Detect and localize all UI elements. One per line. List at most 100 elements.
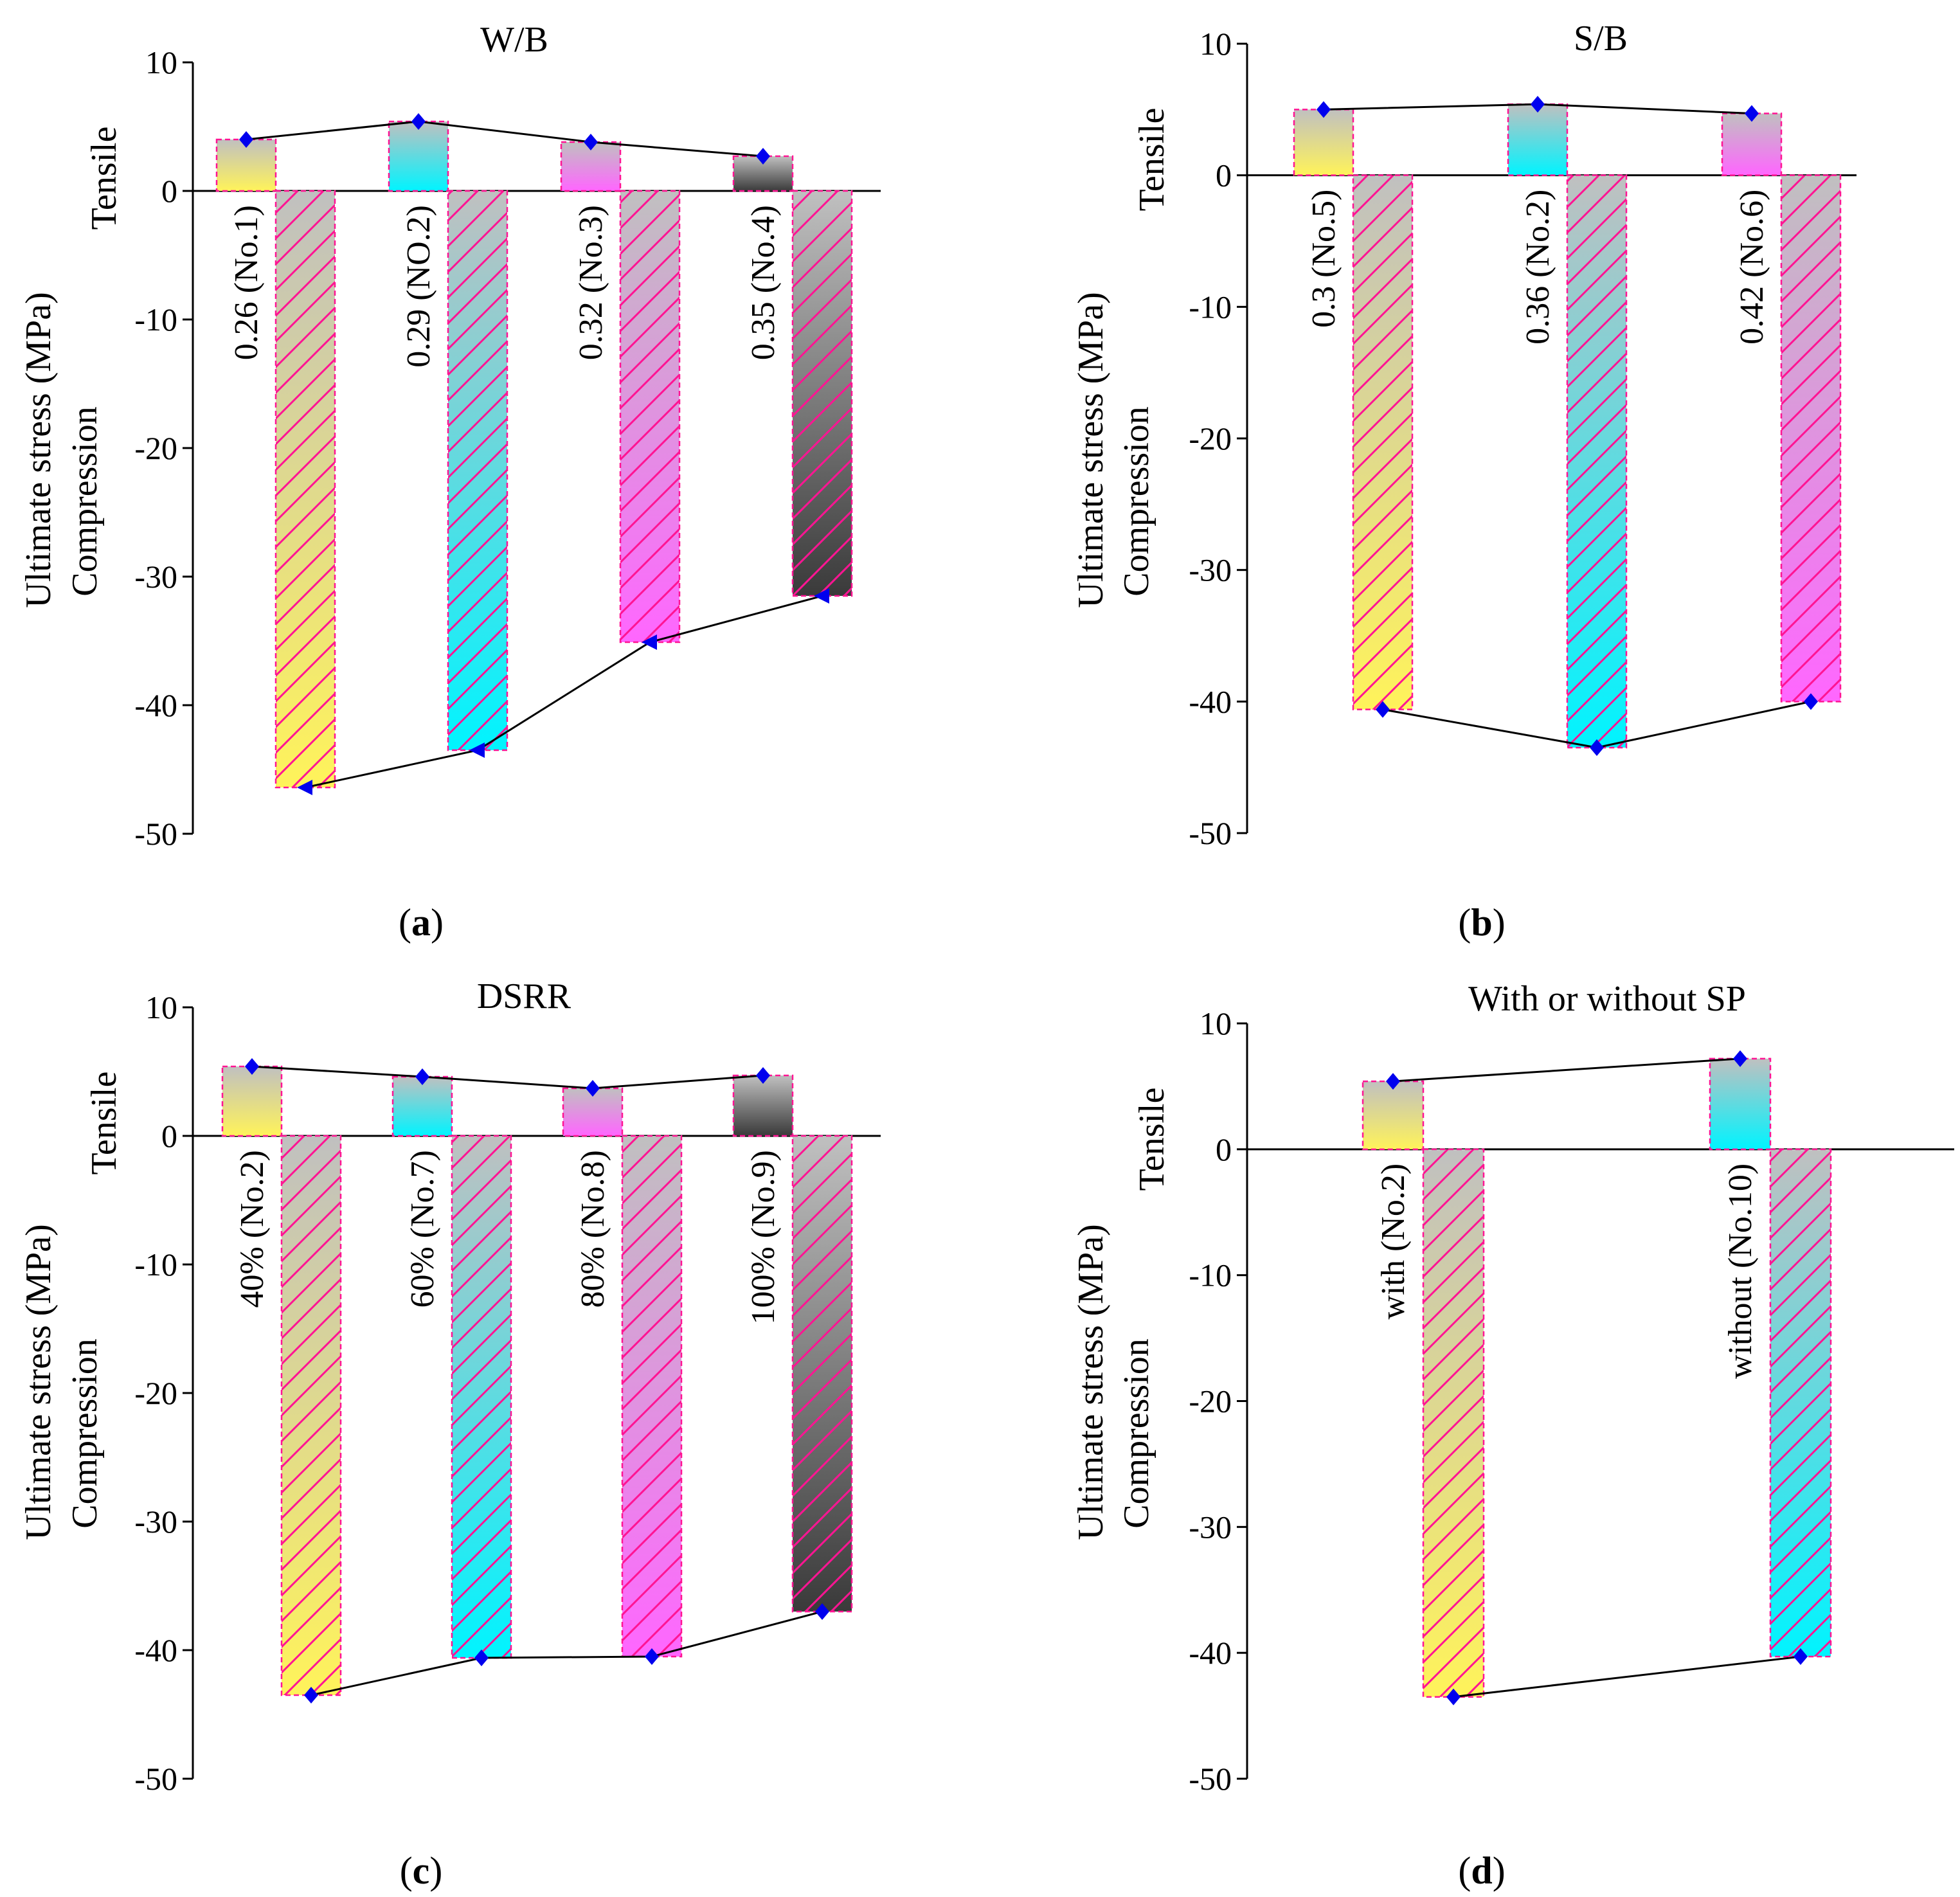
category-label: 40% (No.2) xyxy=(234,1150,271,1308)
category-label: 80% (No.8) xyxy=(575,1150,611,1308)
y-tick-label: -20 xyxy=(1189,1383,1232,1419)
y-axis-label: Ultimate stress (MPa) xyxy=(1071,1224,1111,1540)
tensile-marker xyxy=(1733,1050,1747,1067)
compression-marker xyxy=(1590,739,1604,756)
y-tick-label: -30 xyxy=(134,559,177,595)
tensile-marker xyxy=(411,113,426,130)
panel-title: S/B xyxy=(1574,19,1628,58)
y-tick-label: -40 xyxy=(134,687,177,723)
y-tick-label: 10 xyxy=(145,44,177,80)
compression-marker xyxy=(1376,701,1390,718)
panel-label: (a) xyxy=(399,901,444,944)
y-tick-label: 0 xyxy=(161,173,177,209)
tensile-marker xyxy=(245,1058,259,1075)
panel-label: (d) xyxy=(1458,1849,1505,1892)
compression-bar-hatch xyxy=(276,191,335,787)
tensile-marker xyxy=(1386,1073,1400,1090)
compression-line xyxy=(1453,1655,1801,1698)
tensile-marker xyxy=(756,1067,770,1084)
panel-title: With or without SP xyxy=(1468,979,1746,1019)
category-label: 0.35 (No.4) xyxy=(745,205,782,360)
category-label: without (No.10) xyxy=(1722,1164,1759,1379)
y-axis-label: Ultimate stress (MPa) xyxy=(1071,292,1111,607)
compression-marker xyxy=(1446,1688,1461,1705)
panel-title: DSRR xyxy=(477,976,571,1016)
compression-marker xyxy=(642,634,657,650)
panel-title: W/B xyxy=(480,20,548,60)
y-tick-label: -20 xyxy=(134,1375,177,1411)
compression-bar-hatch xyxy=(622,1136,681,1657)
tensile-bar xyxy=(1709,1057,1772,1151)
y-tick-label: 10 xyxy=(1200,1005,1232,1041)
y-tick-label: -10 xyxy=(134,301,177,337)
tensile-marker xyxy=(586,1080,600,1097)
compression-bar-hatch xyxy=(452,1136,511,1658)
y-axis-label-tensile: Tensile xyxy=(84,127,124,230)
panel-label: (c) xyxy=(400,1849,443,1892)
compression-marker xyxy=(474,1650,489,1666)
y-axis-label: Ultimate stress (MPa) xyxy=(19,292,58,607)
compression-marker xyxy=(297,780,312,795)
tensile-line xyxy=(1392,1057,1741,1083)
y-axis-label-tensile: Tensile xyxy=(1132,1088,1172,1191)
y-tick-label: -20 xyxy=(1189,420,1232,456)
y-tick-label: 0 xyxy=(1216,1131,1232,1167)
y-tick-label: -50 xyxy=(1189,815,1232,851)
y-axis-label-tensile: Tensile xyxy=(1132,108,1172,211)
tensile-marker xyxy=(584,134,598,150)
compression-marker xyxy=(304,1687,318,1704)
category-label: 0.32 (No.3) xyxy=(573,205,609,360)
tensile-marker xyxy=(239,131,253,148)
y-axis-label-compression: Compression xyxy=(1117,1338,1156,1529)
panel-b: 10 0 -10 -20 -30 -40 -50 S/B Ultimate stress (MP… xyxy=(1071,19,1857,944)
y-tick-label: -50 xyxy=(1189,1761,1232,1797)
tensile-bar xyxy=(1293,109,1354,176)
category-label: 0.29 (NO.2) xyxy=(400,205,437,368)
compression-line xyxy=(305,595,823,789)
y-tick-label: -30 xyxy=(1189,1509,1232,1545)
y-tick-label: 0 xyxy=(161,1118,177,1154)
y-tick-label: 0 xyxy=(1216,157,1232,193)
y-axis-label-compression: Compression xyxy=(1117,406,1156,597)
y-tick-label: -50 xyxy=(134,1761,177,1797)
category-label: 0.36 (No.2) xyxy=(1520,190,1556,345)
compression-marker xyxy=(815,1603,829,1620)
category-label: 0.42 (No.6) xyxy=(1734,190,1770,345)
category-label: 100% (No.9) xyxy=(745,1150,782,1325)
y-tick-label: -40 xyxy=(1189,683,1232,719)
tensile-bar xyxy=(1721,112,1783,176)
category-label: with (No.2) xyxy=(1375,1164,1412,1320)
y-tick-label: -40 xyxy=(134,1632,177,1668)
compression-bar-hatch xyxy=(448,191,507,750)
compression-bar-hatch xyxy=(1781,175,1840,702)
category-label: 0.26 (No.1) xyxy=(228,205,265,360)
y-tick-label: -10 xyxy=(1189,1257,1232,1293)
tensile-bar xyxy=(221,1065,283,1137)
compression-marker xyxy=(814,588,829,604)
panel-d: 10 0 -10 -20 -30 -40 -50 With or without SP Ulti… xyxy=(1071,979,1954,1892)
y-tick-label: 10 xyxy=(145,989,177,1025)
tensile-bar xyxy=(1362,1080,1425,1151)
compression-bar-hatch xyxy=(793,1136,852,1612)
y-axis-label-compression: Compression xyxy=(65,406,105,597)
y-tick-label: -40 xyxy=(1189,1635,1232,1671)
tensile-marker xyxy=(1317,101,1331,118)
category-label: 0.3 (No.5) xyxy=(1306,190,1342,328)
y-tick-label: 10 xyxy=(1200,26,1232,62)
y-tick-label: -30 xyxy=(1189,552,1232,588)
y-tick-label: -10 xyxy=(134,1246,177,1282)
category-label: 60% (No.7) xyxy=(404,1150,441,1308)
y-axis-label: Ultimate stress (MPa) xyxy=(19,1224,58,1540)
compression-marker xyxy=(1804,693,1818,710)
compression-bar-hatch xyxy=(620,191,679,642)
tensile-line xyxy=(246,120,764,157)
tensile-bar xyxy=(388,120,449,192)
y-axis-label-compression: Compression xyxy=(65,1338,105,1529)
compression-bar-hatch xyxy=(282,1136,341,1695)
tensile-marker xyxy=(1745,105,1759,122)
compression-bar-hatch xyxy=(793,191,852,596)
compression-marker xyxy=(1794,1648,1808,1666)
y-tick-label: -10 xyxy=(1189,289,1232,325)
compression-bar-hatch xyxy=(1770,1149,1831,1657)
